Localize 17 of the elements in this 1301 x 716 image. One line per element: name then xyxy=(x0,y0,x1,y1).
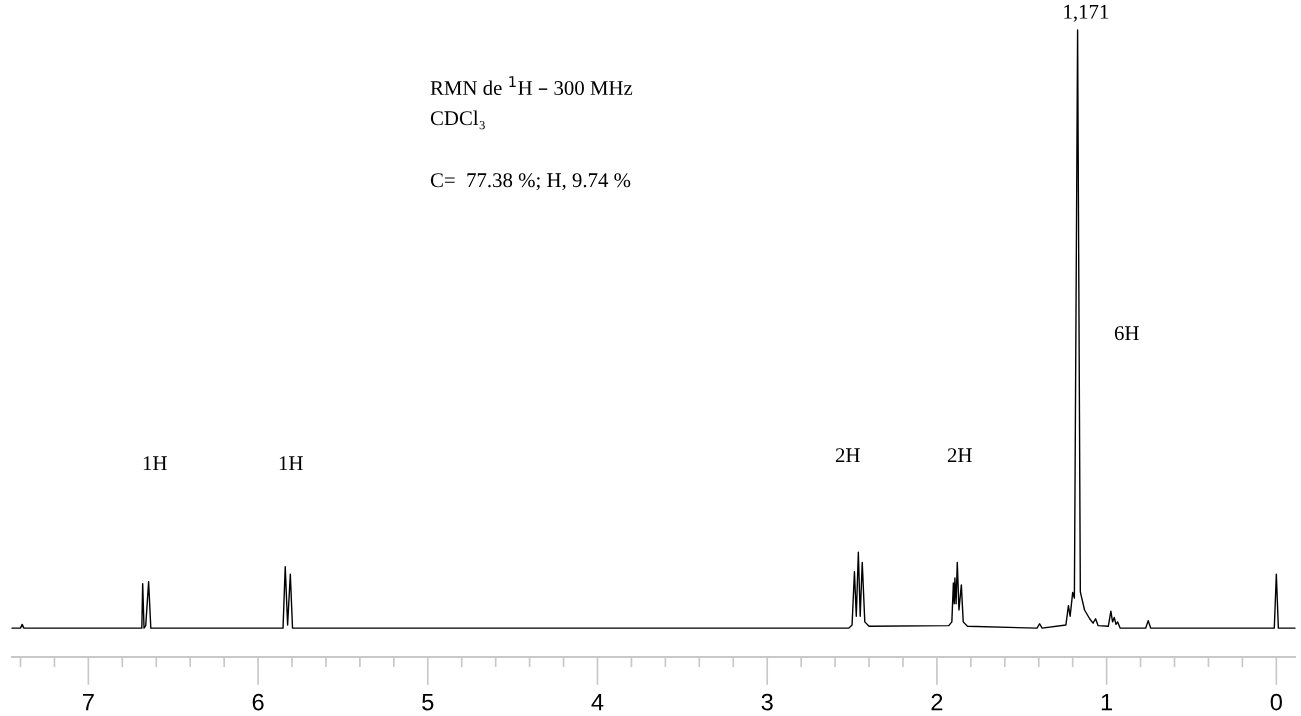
annotation: 2H xyxy=(835,448,860,462)
x-tick-label: 1 xyxy=(1101,693,1113,711)
annotation: C= 77.38 %; H, 9.74 % xyxy=(430,173,631,191)
annotation: CDCl₃ xyxy=(430,110,485,130)
x-tick-label: 4 xyxy=(591,693,604,711)
x-tick-label: 6 xyxy=(252,693,264,711)
x-tick-label: 7 xyxy=(83,693,94,711)
annotation: 2H xyxy=(947,448,972,462)
x-tick-label: 2 xyxy=(931,693,943,711)
x-tick-label: 5 xyxy=(422,693,434,711)
annotation: 1H xyxy=(279,456,303,470)
annotation: 6H xyxy=(1114,326,1139,341)
x-tick-label: 3 xyxy=(761,693,773,711)
annotation: 1,171 xyxy=(1064,4,1109,22)
annotation: 1H xyxy=(143,456,167,470)
annotation: RMN de $^{1}$H – 300 MHz xyxy=(430,76,633,96)
x-tick-label: 0 xyxy=(1270,693,1282,711)
